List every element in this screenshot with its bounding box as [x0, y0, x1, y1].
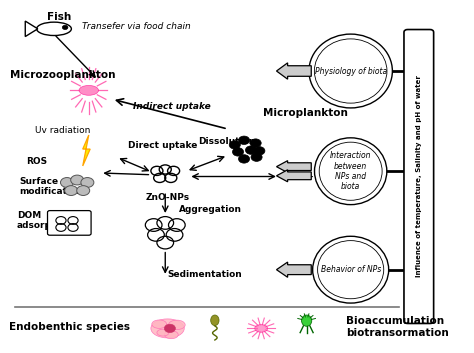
Circle shape	[246, 146, 256, 154]
FancyArrow shape	[276, 63, 311, 79]
Text: ROS: ROS	[26, 157, 47, 166]
Circle shape	[81, 178, 94, 187]
Circle shape	[254, 146, 265, 155]
Circle shape	[238, 136, 250, 144]
Polygon shape	[25, 21, 38, 37]
Text: Direct uptake: Direct uptake	[128, 142, 198, 150]
Circle shape	[164, 324, 175, 333]
Ellipse shape	[152, 320, 167, 328]
FancyBboxPatch shape	[404, 30, 434, 323]
Text: Zn2+: Zn2+	[287, 172, 314, 181]
Text: Transefer via food chain: Transefer via food chain	[82, 22, 191, 30]
Text: Aggregation: Aggregation	[179, 205, 242, 214]
Ellipse shape	[309, 34, 392, 108]
Circle shape	[229, 140, 240, 149]
Text: Microzooplankton: Microzooplankton	[10, 70, 116, 79]
Text: Behavior of NPs: Behavior of NPs	[320, 265, 381, 274]
Ellipse shape	[315, 138, 387, 205]
Circle shape	[71, 175, 84, 185]
Text: DOM
adsorption: DOM adsorption	[17, 211, 72, 230]
Ellipse shape	[313, 236, 389, 303]
Ellipse shape	[168, 320, 185, 330]
Ellipse shape	[301, 315, 312, 326]
Ellipse shape	[210, 315, 219, 325]
Polygon shape	[83, 135, 90, 166]
Text: ZnO-NPs: ZnO-NPs	[146, 193, 190, 202]
Circle shape	[250, 139, 261, 147]
Text: Uv radiation: Uv radiation	[36, 126, 91, 134]
Text: Surface
modifications: Surface modifications	[19, 176, 88, 196]
Text: Bioaccumulation
biotransormation: Bioaccumulation biotransormation	[346, 316, 449, 338]
Circle shape	[232, 148, 244, 156]
Text: Endobenthic species: Endobenthic species	[9, 322, 130, 332]
Ellipse shape	[36, 22, 72, 36]
Ellipse shape	[164, 331, 178, 339]
Circle shape	[61, 178, 73, 187]
Ellipse shape	[151, 319, 184, 338]
Ellipse shape	[157, 329, 169, 336]
Circle shape	[251, 153, 262, 161]
Text: Dissolution: Dissolution	[198, 137, 255, 146]
Ellipse shape	[79, 85, 99, 95]
Ellipse shape	[255, 324, 268, 332]
Text: Interaction
between
NPs and
biota: Interaction between NPs and biota	[330, 151, 372, 191]
FancyBboxPatch shape	[47, 211, 91, 235]
Circle shape	[64, 186, 78, 196]
Text: Physiology of biota: Physiology of biota	[315, 66, 387, 76]
Text: Influence of temperature, Salinity and pH of water: Influence of temperature, Salinity and p…	[416, 76, 422, 277]
Text: Microplankton: Microplankton	[263, 108, 347, 118]
Text: Sedimentation: Sedimentation	[168, 270, 242, 280]
FancyArrow shape	[276, 170, 311, 182]
Circle shape	[77, 186, 90, 196]
FancyArrow shape	[276, 161, 311, 173]
Circle shape	[238, 155, 250, 163]
Text: Fish: Fish	[47, 12, 71, 22]
Text: Indirect uptake: Indirect uptake	[133, 102, 210, 111]
FancyArrow shape	[276, 262, 311, 277]
Circle shape	[63, 25, 68, 30]
